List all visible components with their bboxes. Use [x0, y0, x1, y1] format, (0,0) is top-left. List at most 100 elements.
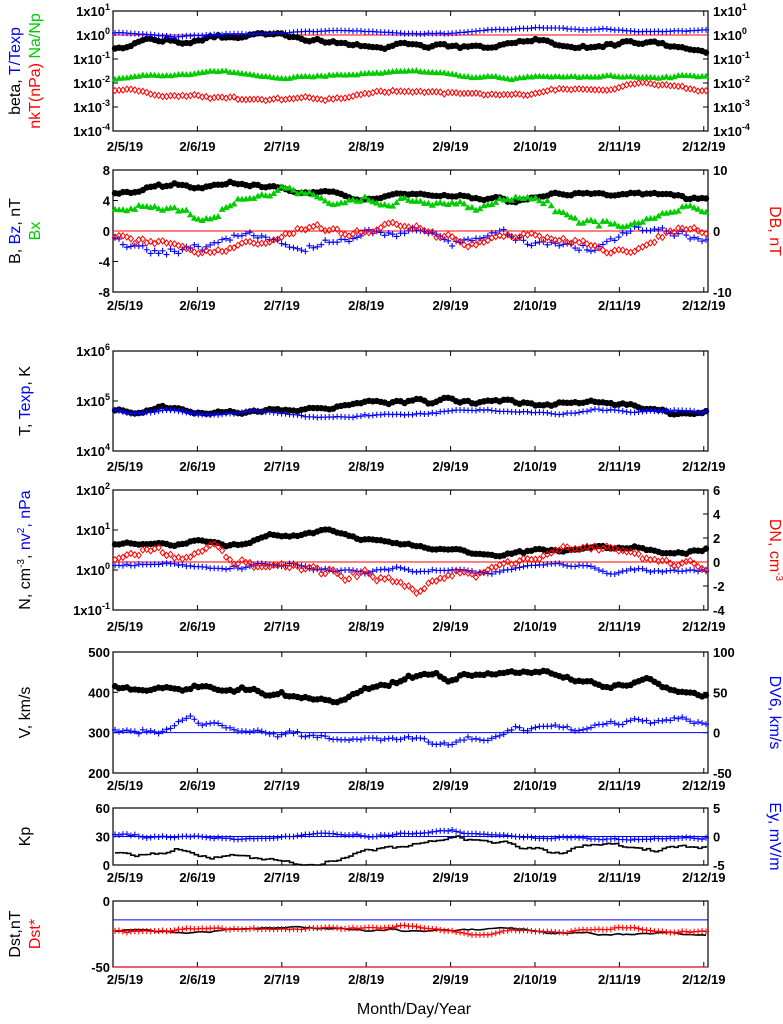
data-point — [298, 225, 305, 234]
data-point — [333, 569, 341, 578]
data-point — [623, 248, 630, 256]
data-point — [643, 554, 650, 562]
data-point — [547, 202, 555, 209]
data-point — [687, 407, 694, 414]
y-tick-label: 4 — [103, 194, 111, 209]
data-point — [234, 559, 242, 568]
series-t-texp — [112, 24, 709, 41]
data-point — [552, 835, 559, 842]
data-point — [318, 241, 325, 248]
data-point — [702, 49, 710, 56]
data-point — [409, 225, 416, 233]
data-point — [385, 573, 392, 582]
data-point — [182, 206, 190, 213]
y2-tick-label: -4 — [713, 603, 725, 618]
data-point — [199, 547, 206, 555]
data-point — [143, 728, 150, 735]
data-point — [290, 244, 297, 251]
data-point — [131, 728, 138, 735]
data-point — [683, 28, 690, 35]
data-point — [579, 237, 587, 245]
data-point — [500, 90, 507, 99]
data-point — [464, 73, 472, 80]
data-point — [151, 247, 158, 254]
data-point — [234, 95, 242, 104]
data-point — [171, 407, 178, 414]
data-point — [155, 834, 162, 841]
data-point — [286, 926, 293, 933]
data-point — [655, 232, 662, 241]
data-point — [671, 714, 678, 721]
data-point — [211, 719, 218, 726]
data-point — [671, 567, 678, 574]
data-point — [429, 409, 436, 416]
data-point — [155, 730, 162, 737]
data-point — [599, 836, 606, 843]
data-point — [437, 88, 444, 96]
data-point — [595, 26, 602, 33]
data-point — [433, 925, 440, 932]
data-point — [393, 923, 400, 930]
data-point — [413, 589, 420, 597]
data-point — [663, 928, 670, 935]
x-tick-label: 2/10/19 — [513, 619, 556, 634]
data-point — [314, 734, 321, 741]
data-point — [191, 410, 198, 417]
data-point — [131, 239, 138, 248]
data-point — [457, 829, 464, 836]
x-tick-label: 2/10/19 — [513, 139, 556, 154]
data-point — [131, 831, 138, 838]
data-point — [504, 557, 511, 566]
data-point — [211, 248, 218, 256]
y2-tick-label: 0 — [713, 830, 720, 845]
data-point — [139, 235, 146, 243]
data-point — [425, 568, 432, 575]
data-point — [528, 242, 535, 249]
data-point — [417, 830, 424, 837]
data-point — [349, 924, 356, 931]
data-point — [464, 89, 472, 98]
data-point — [476, 736, 483, 743]
data-point — [381, 566, 388, 573]
data-point — [242, 230, 249, 237]
data-point — [699, 238, 706, 245]
data-point — [381, 232, 388, 239]
data-point — [207, 241, 214, 248]
data-point — [159, 548, 166, 557]
data-point — [564, 543, 571, 551]
data-point — [143, 545, 150, 554]
data-point — [227, 926, 234, 933]
data-point — [187, 553, 194, 561]
panel-3: 2/5/19 2/6/19 2/7/19 2/8/19 2/9/19 2/10/19 2/1… — [17, 342, 725, 474]
data-point — [429, 566, 436, 573]
data-point — [457, 929, 464, 936]
y-tick-label: 0 — [103, 894, 110, 909]
data-point — [659, 224, 666, 231]
data-point — [484, 737, 491, 744]
data-point — [539, 200, 547, 207]
data-point — [115, 728, 122, 735]
data-point — [170, 204, 178, 211]
x-tick-label: 2/8/19 — [348, 139, 384, 154]
panel-6: 2/5/19 2/6/19 2/7/19 2/8/19 2/9/19 2/10/19 2/1… — [17, 801, 783, 885]
data-point — [373, 735, 380, 742]
data-point — [528, 229, 535, 238]
y2-axis-title: Ey, mV/m — [766, 802, 783, 870]
data-point — [702, 208, 710, 215]
data-point — [564, 238, 571, 246]
data-point — [500, 559, 507, 568]
x-tick-label: 2/7/19 — [264, 870, 300, 885]
data-point — [191, 716, 198, 723]
data-point — [131, 205, 139, 212]
data-point — [151, 91, 158, 99]
data-point — [663, 407, 670, 414]
data-point — [393, 578, 400, 586]
data-point — [702, 229, 710, 238]
data-point — [310, 94, 317, 103]
data-point — [421, 735, 428, 742]
data-point — [544, 233, 551, 242]
data-point — [662, 73, 670, 80]
data-point — [393, 233, 400, 240]
data-point — [123, 244, 130, 251]
data-point — [405, 196, 413, 203]
